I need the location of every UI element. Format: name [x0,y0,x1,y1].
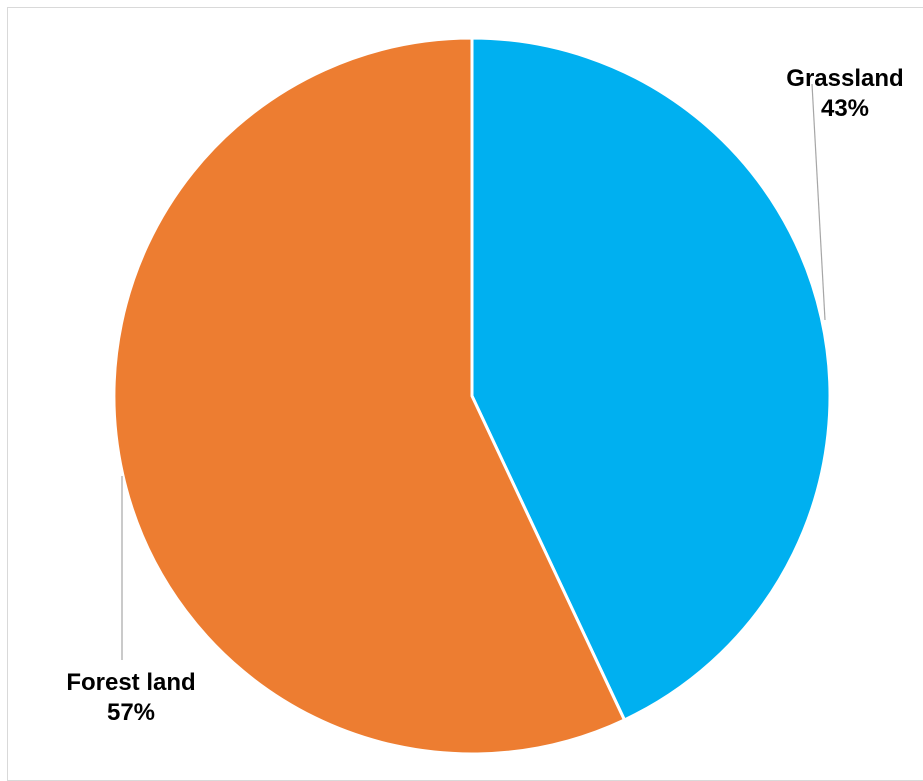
label-forest-land-name: Forest land [66,669,195,696]
pie-data-labels: Grassland 43% Forest land 57% [66,65,903,726]
leader-line-grassland [811,83,826,321]
label-forest-land-percent: 57% [107,699,155,726]
label-grassland-percent: 43% [821,95,869,122]
label-grassland-name: Grassland [786,65,903,92]
pie-slice-grassland [470,36,832,722]
pie-slice-forest-land [112,36,626,756]
pie-slices [112,36,832,756]
